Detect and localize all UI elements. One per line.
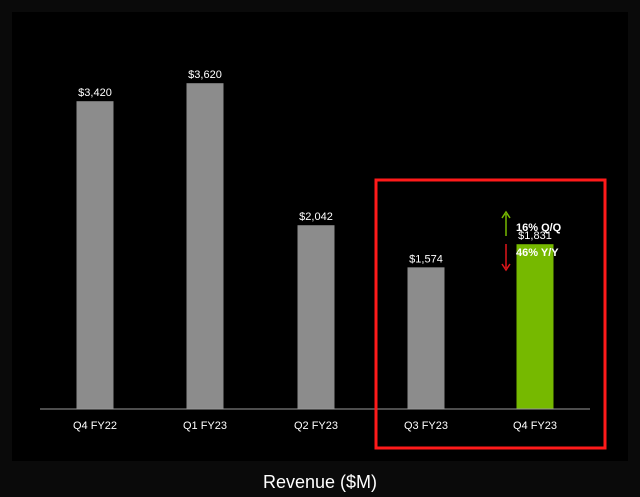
up-arrow-head-icon <box>501 210 511 219</box>
x-tick-label: Q4 FY22 <box>73 420 117 432</box>
qoq-growth-label: 16% Q/Q <box>516 222 562 234</box>
x-tick-label: Q3 FY23 <box>404 420 448 432</box>
x-tick-label: Q4 FY23 <box>513 420 557 432</box>
bar-q4-fy22 <box>76 101 114 409</box>
data-label: $2,042 <box>299 211 333 223</box>
data-label: $3,420 <box>78 87 112 99</box>
bar-q2-fy23 <box>297 225 335 409</box>
x-tick-label: Q2 FY23 <box>294 420 338 432</box>
x-tick-label: Q1 FY23 <box>183 420 227 432</box>
x-axis-title: Revenue ($M) <box>262 472 378 492</box>
bar-q4-fy23 <box>516 244 554 409</box>
data-label: $3,620 <box>188 69 222 81</box>
data-label: $1,574 <box>409 253 443 265</box>
yoy-decline-label: 46% Y/Y <box>516 247 559 259</box>
bar-q3-fy23 <box>407 267 445 409</box>
data-label: $1,831 <box>518 230 552 242</box>
bar-q1-fy23 <box>186 83 224 409</box>
highlight-box <box>374 178 607 450</box>
down-arrow-head-icon <box>501 263 511 272</box>
